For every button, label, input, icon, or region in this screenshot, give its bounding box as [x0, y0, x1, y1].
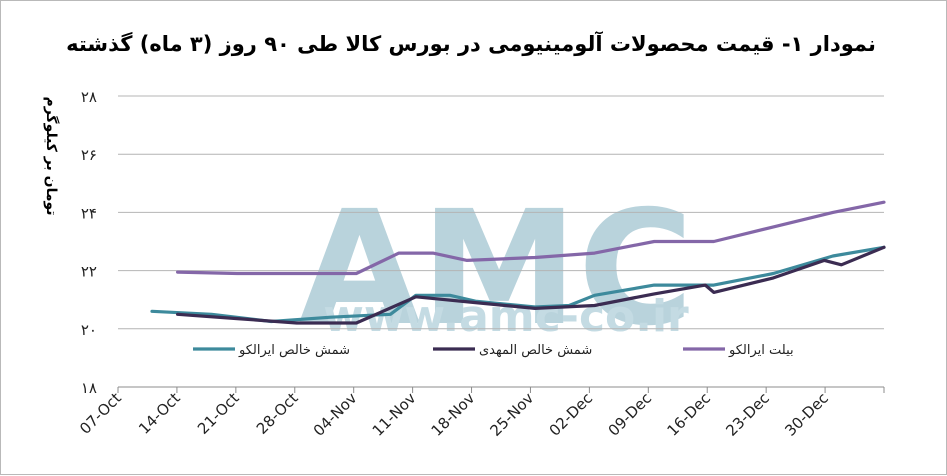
- x-tick-label: 30-Dec: [781, 389, 832, 440]
- x-tick-label: 21-Oct: [194, 389, 243, 438]
- y-tick-label: ۲۶: [81, 146, 97, 164]
- y-tick-label: ۲۰: [81, 321, 97, 339]
- x-tick-label: 23-Dec: [722, 389, 773, 440]
- gridlines: [117, 95, 885, 393]
- x-tick-label: 25-Nov: [487, 389, 538, 440]
- y-tick-labels: ۱۸ ۲۰ ۲۲ ۲۴ ۲۶ ۲۸: [81, 88, 97, 397]
- x-tick-label: 02-Dec: [546, 389, 597, 440]
- y-tick-label: ۱۸: [81, 379, 97, 397]
- x-tick-label: 11-Nov: [369, 389, 420, 440]
- x-tick-label: 14-Oct: [135, 389, 184, 438]
- legend: شمش خالص ایرالکو شمش خالص المهدی بیلت ایرا…: [193, 343, 794, 358]
- chart-title: نمودار ۱- قیمت محصولات آلومینیومی در بور…: [66, 31, 876, 56]
- legend-label-2: شمش خالص المهدی: [479, 343, 592, 358]
- y-tick-label: ۲۸: [81, 88, 97, 106]
- y-axis-label: تومان بر کیلوگرم: [43, 96, 60, 215]
- watermark: AMC www.amc-co.ir: [298, 177, 693, 361]
- x-tick-label: 04-Nov: [310, 389, 361, 440]
- x-tick-label: 18-Nov: [428, 389, 479, 440]
- x-tick-label: 09-Dec: [605, 389, 656, 440]
- x-tick-label: 28-Oct: [253, 389, 302, 438]
- y-tick-label: ۲۴: [81, 204, 97, 222]
- x-tick-labels: 07-Oct 14-Oct 21-Oct 28-Oct 04-Nov 11-Nov 18-N…: [76, 389, 832, 440]
- y-tick-label: ۲۲: [81, 263, 97, 281]
- legend-label-1: شمش خالص ایرالکو: [238, 343, 350, 358]
- series-lines: [150, 200, 886, 325]
- series-line-3: [176, 200, 886, 276]
- legend-label-3: بیلت ایرالکو: [728, 343, 794, 358]
- series-line-2: [176, 245, 886, 325]
- x-tick-label: 16-Dec: [663, 389, 714, 440]
